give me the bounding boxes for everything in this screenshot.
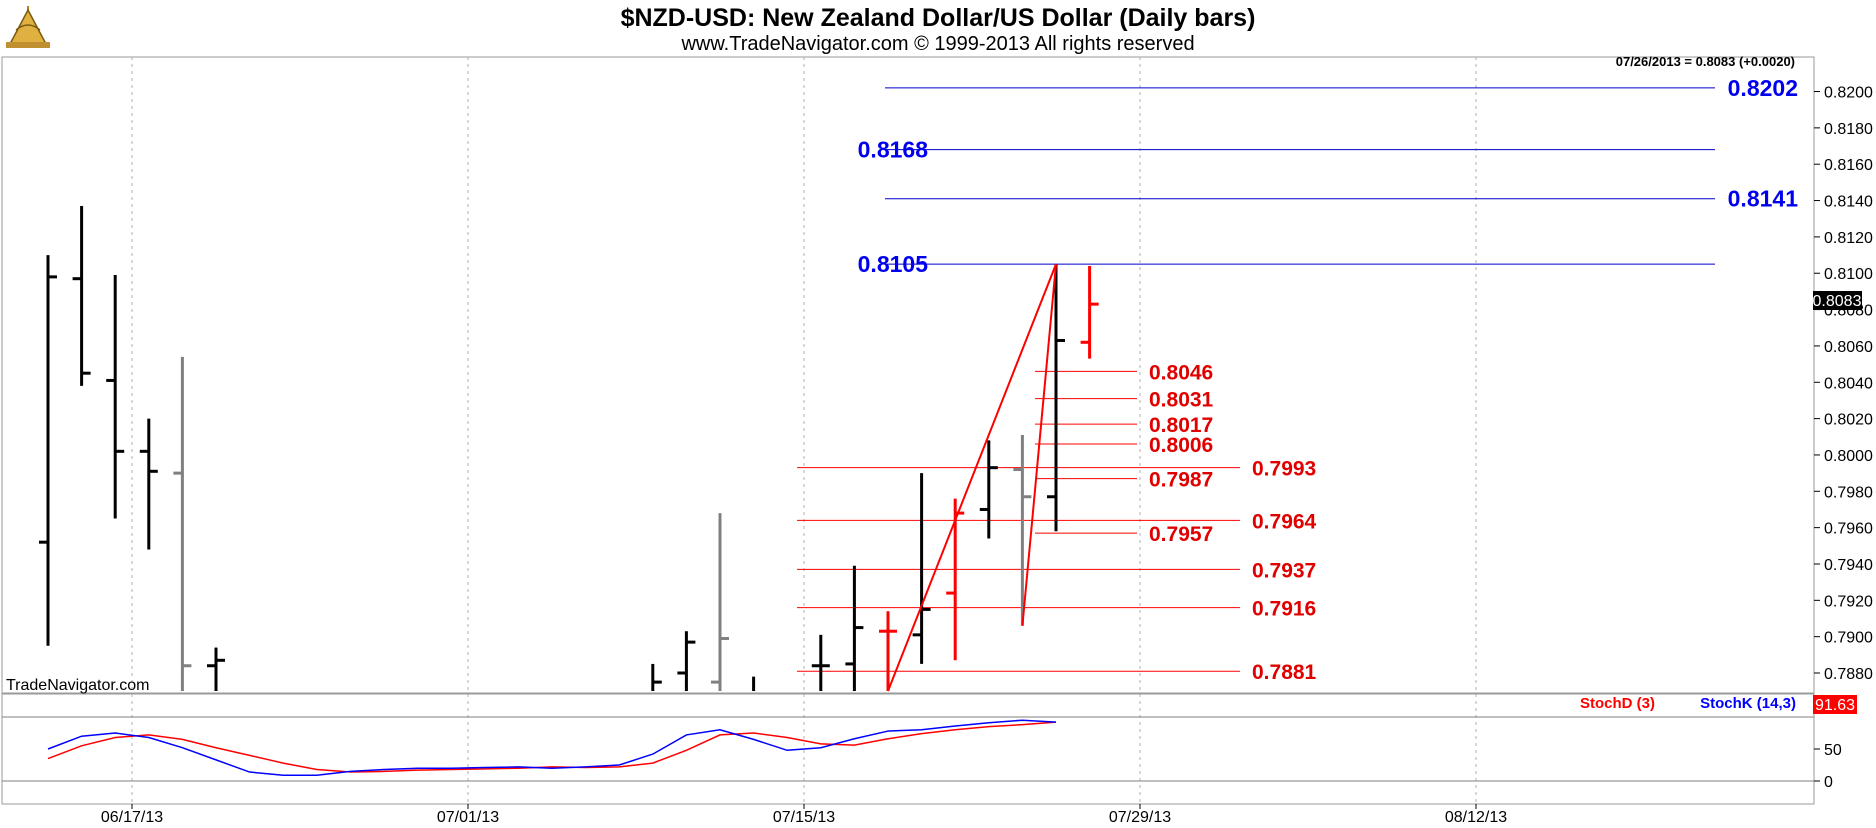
date-axis: 06/17/13 07/01/13 07/15/13 07/29/13 08/12/13 <box>101 804 1507 826</box>
y-tick-label: 0.8140 <box>1824 194 1873 211</box>
price-axis: 0.7880 0.7900 0.7920 0.7940 0.7960 0.7980 0.80… <box>1814 85 1873 683</box>
x-tick-label: 07/29/13 <box>1109 809 1171 826</box>
trend-line <box>887 263 1057 692</box>
y-tick-label: 0.8020 <box>1824 412 1873 429</box>
retracement-label: 0.8006 <box>1149 434 1213 457</box>
y-tick-label: 0.7920 <box>1824 593 1873 610</box>
header-bg <box>0 0 1876 56</box>
stochk-line <box>47 719 1057 776</box>
y-tick-label: 0.8180 <box>1824 121 1873 138</box>
stoch-tick-label: 0 <box>1824 774 1833 791</box>
chart-title: $NZD-USD: New Zealand Dollar/US Dollar (… <box>621 4 1256 32</box>
stoch-value-marker: 91.63 <box>1813 695 1857 714</box>
y-tick-label: 0.8100 <box>1824 266 1873 283</box>
x-tick-label: 06/17/13 <box>101 809 163 826</box>
fib-level-label: 0.8202 <box>1728 75 1798 101</box>
retracement-label: 0.7881 <box>1252 661 1317 684</box>
y-tick-label: 0.8120 <box>1824 230 1873 247</box>
y-tick-label: 0.8000 <box>1824 448 1873 465</box>
logo-icon <box>6 6 50 48</box>
stoch-panel <box>1 693 1815 805</box>
retracement-label: 0.8031 <box>1149 389 1214 412</box>
retracement-label: 0.7987 <box>1149 469 1213 492</box>
retracement-label: 0.7964 <box>1252 510 1317 533</box>
y-tick-label: 0.7880 <box>1824 666 1873 683</box>
retracement-label: 0.7957 <box>1149 523 1213 546</box>
chart-subtitle: www.TradeNavigator.com © 1999-2013 All r… <box>680 33 1194 55</box>
fib-level-label: 0.8105 <box>858 251 929 277</box>
last-price-marker: 0.8083 <box>1813 291 1862 310</box>
y-tick-label: 0.7960 <box>1824 521 1873 538</box>
vertical-gridlines <box>131 57 1477 693</box>
y-tick-label: 0.7940 <box>1824 557 1873 574</box>
stoch-axis: 0 50 <box>1814 742 1842 791</box>
stoch-vertical-gridlines <box>131 694 1477 804</box>
y-tick-label: 0.7900 <box>1824 630 1873 647</box>
trend-line <box>1021 264 1057 626</box>
retracement-label: 0.8017 <box>1149 414 1213 437</box>
price-panel <box>1 56 1815 694</box>
y-tick-label: 0.8200 <box>1824 85 1873 102</box>
last-price-label: 0.8083 <box>1813 293 1862 310</box>
y-tick-label: 0.8040 <box>1824 375 1873 392</box>
retracement-label: 0.7993 <box>1252 458 1316 481</box>
y-tick-label: 0.8160 <box>1824 157 1873 174</box>
legend-stochk: StochK (14,3) <box>1700 695 1796 712</box>
watermark: TradeNavigator.com <box>6 677 149 694</box>
price-bars <box>39 206 1099 691</box>
quote-readout: 07/26/2013 = 0.8083 (+0.0020) <box>1616 54 1795 69</box>
y-tick-label: 0.7980 <box>1824 484 1873 501</box>
fib-levels: 0.82020.81680.81410.81050.80460.80310.80… <box>797 75 1798 684</box>
retracement-label: 0.7937 <box>1252 559 1316 582</box>
stochd-line <box>47 721 1057 773</box>
x-tick-label: 07/15/13 <box>773 809 835 826</box>
stoch-lines <box>47 719 1057 776</box>
y-tick-label: 0.8060 <box>1824 339 1873 356</box>
fib-level-label: 0.8141 <box>1728 186 1799 212</box>
stoch-tick-label: 50 <box>1824 742 1842 759</box>
legend-stochd: StochD (3) <box>1580 695 1655 712</box>
retracement-label: 0.8046 <box>1149 361 1213 384</box>
retracement-label: 0.7916 <box>1252 598 1316 621</box>
fib-level-label: 0.8168 <box>858 137 929 163</box>
x-tick-label: 08/12/13 <box>1445 809 1507 826</box>
x-tick-label: 07/01/13 <box>437 809 499 826</box>
trend-lines <box>887 263 1057 692</box>
stoch-value-label: 91.63 <box>1815 697 1855 714</box>
